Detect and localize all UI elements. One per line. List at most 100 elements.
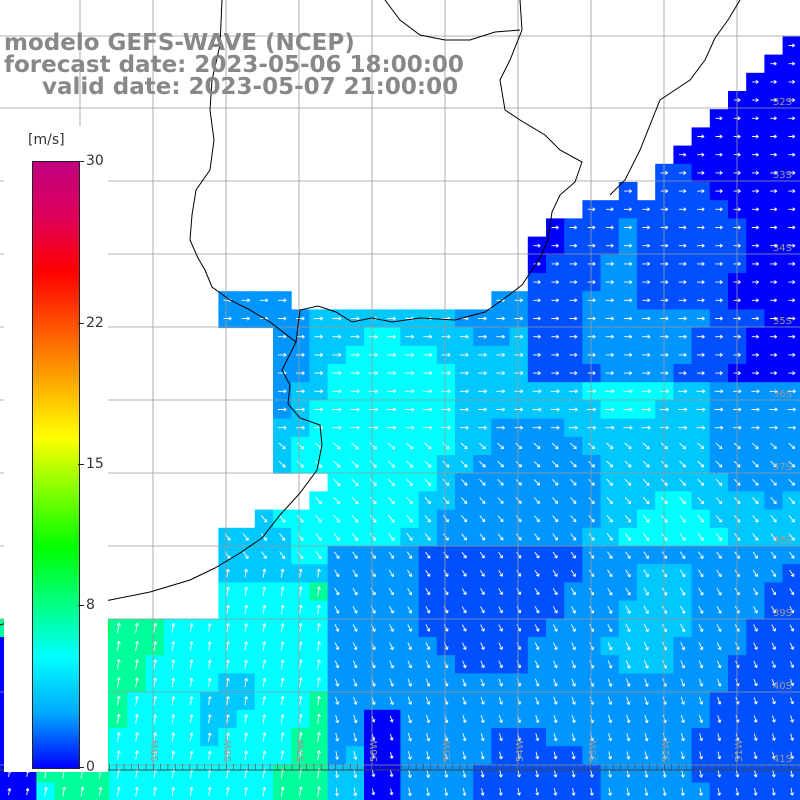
wind-arrow <box>262 750 267 760</box>
wind-arrow <box>496 389 506 394</box>
wind-arrow <box>751 243 760 248</box>
wind-arrow <box>699 787 703 796</box>
wind-arrow <box>498 751 503 760</box>
wind-arrow <box>535 787 540 796</box>
wind-arrow <box>407 787 412 797</box>
wind-arrow <box>497 533 504 541</box>
wind-arrow <box>625 605 631 614</box>
wind-arrow <box>644 714 649 724</box>
wind-arrow <box>769 389 778 394</box>
colorbar-tick-mark <box>78 605 84 607</box>
wind-arrow <box>569 352 578 357</box>
colorbar-tick-label: 0 <box>86 759 95 775</box>
wind-arrow <box>279 551 286 560</box>
wind-arrow <box>461 515 468 523</box>
wind-arrow <box>534 569 540 577</box>
wind-arrow <box>353 751 358 760</box>
wind-arrow <box>587 334 596 339</box>
wind-arrow <box>716 605 722 614</box>
wind-arrow <box>680 678 686 687</box>
wind-arrow <box>696 280 705 285</box>
wind-arrow <box>607 587 613 596</box>
wind-arrow <box>553 660 558 669</box>
wind-arrow <box>280 623 285 633</box>
wind-arrow <box>296 334 305 339</box>
wind-arrow <box>404 389 415 394</box>
wind-arrow <box>605 389 615 394</box>
wind-cell <box>782 618 800 638</box>
wind-arrow <box>225 696 230 706</box>
wind-cell <box>782 509 800 529</box>
wind-arrow <box>587 352 596 357</box>
wind-arrow <box>498 715 503 723</box>
wind-arrow <box>605 261 614 266</box>
wind-arrow <box>298 623 303 633</box>
wind-arrow <box>442 460 450 468</box>
wind-arrow <box>678 352 687 357</box>
wind-arrow <box>207 696 212 706</box>
wind-arrow <box>189 732 194 742</box>
wind-arrow <box>642 514 650 523</box>
wind-arrow <box>280 604 285 615</box>
wind-arrow <box>569 425 578 430</box>
wind-arrow <box>716 587 722 596</box>
wind-arrow <box>244 659 249 669</box>
wind-arrow <box>406 496 413 505</box>
wind-arrow <box>242 551 249 560</box>
wind-arrow <box>462 751 467 760</box>
wind-arrow <box>43 786 48 797</box>
wind-arrow <box>570 460 577 468</box>
wind-arrow <box>225 641 230 651</box>
wind-arrow <box>642 298 651 303</box>
wind-arrow <box>480 787 485 796</box>
wind-arrow <box>588 497 595 505</box>
wind-arrow <box>153 695 158 706</box>
wind-arrow <box>678 298 687 303</box>
wind-arrow <box>498 769 503 778</box>
wind-arrow <box>424 515 431 523</box>
wind-arrow <box>225 659 230 669</box>
wind-arrow <box>171 714 176 724</box>
wind-arrow <box>297 533 304 541</box>
wind-arrow <box>462 642 467 650</box>
wind-arrow <box>496 334 505 339</box>
wind-arrow <box>316 713 321 724</box>
wind-arrow <box>770 515 777 523</box>
wind-arrow <box>662 769 667 778</box>
wind-arrow <box>788 134 796 139</box>
wind-arrow <box>389 788 394 796</box>
wind-arrow <box>770 334 778 339</box>
wind-arrow <box>715 116 723 121</box>
wind-arrow <box>680 769 685 778</box>
wind-arrow <box>334 624 340 632</box>
wind-arrow <box>642 352 651 357</box>
wind-arrow <box>498 588 503 596</box>
colorbar-gradient <box>32 161 80 769</box>
wind-arrow <box>771 787 776 796</box>
wind-arrow <box>334 660 340 669</box>
wind-arrow <box>407 714 412 724</box>
wind-arrow <box>314 389 324 394</box>
title-model: modelo GEFS-WAVE (NCEP) <box>4 30 355 56</box>
wind-arrow <box>696 334 705 339</box>
wind-arrow <box>388 551 395 559</box>
wind-arrow <box>353 714 358 724</box>
wind-arrow <box>571 733 576 742</box>
wind-arrow <box>551 316 560 321</box>
wind-arrow <box>552 588 558 596</box>
wind-arrow <box>788 298 796 303</box>
wind-arrow <box>624 478 632 486</box>
wind-arrow <box>624 225 633 230</box>
wind-arrow <box>134 750 139 760</box>
colorbar-tick-mark <box>78 161 84 162</box>
wind-arrow <box>332 316 342 321</box>
wind-arrow <box>315 551 322 560</box>
wind-arrow <box>459 352 469 357</box>
wind-arrow <box>189 696 194 706</box>
wind-arrow <box>244 677 249 687</box>
colorbar-tick-label: 15 <box>86 456 104 472</box>
wind-arrow <box>334 787 339 797</box>
wind-arrow <box>552 624 558 632</box>
wind-arrow <box>551 261 559 266</box>
wind-arrow <box>335 714 340 724</box>
